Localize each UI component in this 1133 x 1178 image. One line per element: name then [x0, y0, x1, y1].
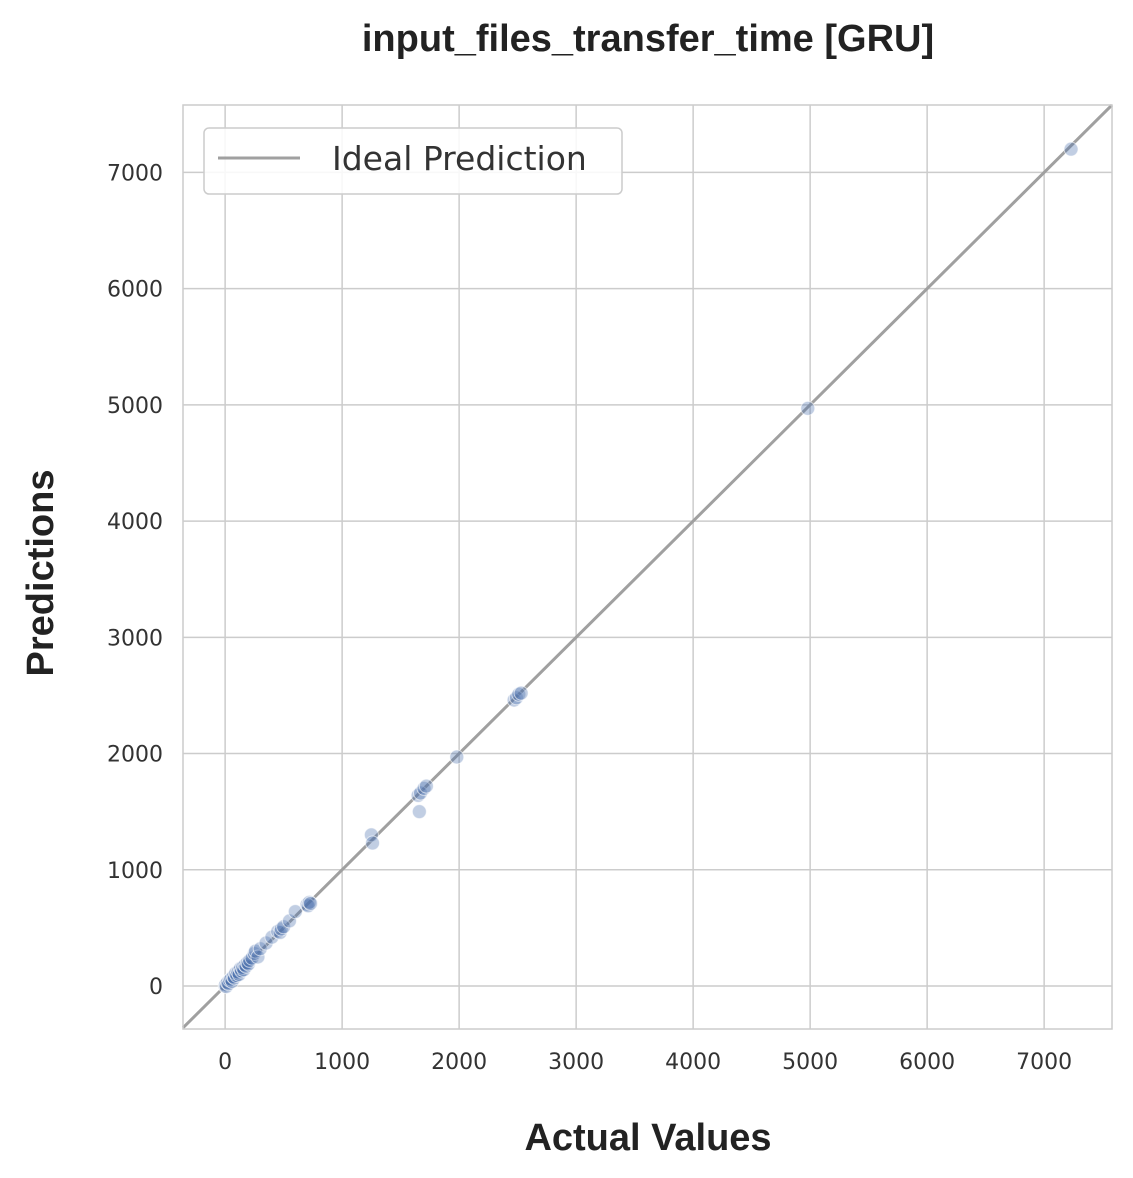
ideal-prediction-line — [181, 103, 1114, 1029]
y-tick-label: 6000 — [107, 278, 163, 303]
x-tick-labels: 0 1000 2000 3000 4000 5000 6000 7000 — [218, 1050, 1072, 1075]
x-tick-label: 0 — [218, 1050, 232, 1075]
y-tick-label: 5000 — [107, 394, 163, 419]
legend: Ideal Prediction — [203, 127, 623, 195]
plot-frame — [182, 104, 1113, 1030]
legend-box — [203, 127, 623, 195]
x-tick-label: 5000 — [782, 1050, 838, 1075]
grid — [183, 105, 1112, 1029]
scatter-point — [281, 913, 297, 929]
scatter-point — [287, 904, 303, 920]
scatter-point — [365, 835, 381, 851]
scatter-point — [418, 778, 434, 794]
ideal-line — [181, 103, 1114, 1029]
scatter-points — [217, 141, 1079, 995]
x-tick-label: 2000 — [431, 1050, 487, 1075]
chart-title: input_files_transfer_time [GRU] — [362, 18, 934, 60]
y-tick-label: 2000 — [107, 743, 163, 768]
scatter-point — [800, 400, 816, 416]
y-tick-label: 3000 — [107, 626, 163, 651]
x-tick-label: 1000 — [314, 1050, 370, 1075]
scatter-point — [1063, 141, 1079, 157]
x-tick-label: 7000 — [1016, 1050, 1072, 1075]
scatter-point — [258, 935, 274, 951]
y-axis-label: Predictions — [20, 470, 62, 677]
x-axis-label: Actual Values — [524, 1117, 771, 1159]
scatter-point — [276, 919, 292, 935]
legend-label-ideal-prediction: Ideal Prediction — [332, 139, 587, 178]
scatter-point — [411, 804, 427, 820]
y-tick-label: 4000 — [107, 510, 163, 535]
scatter-point — [252, 941, 268, 957]
x-tick-label: 6000 — [899, 1050, 955, 1075]
x-tick-label: 4000 — [665, 1050, 721, 1075]
y-tick-label: 0 — [149, 975, 163, 1000]
y-tick-labels: 0 1000 2000 3000 4000 5000 6000 7000 — [107, 161, 163, 1000]
scatter-point — [303, 895, 319, 911]
scatter-point — [513, 685, 529, 701]
y-tick-label: 7000 — [107, 161, 163, 186]
scatter-point — [416, 780, 432, 796]
scatter-point — [449, 749, 465, 765]
x-tick-label: 3000 — [548, 1050, 604, 1075]
y-tick-label: 1000 — [107, 859, 163, 884]
